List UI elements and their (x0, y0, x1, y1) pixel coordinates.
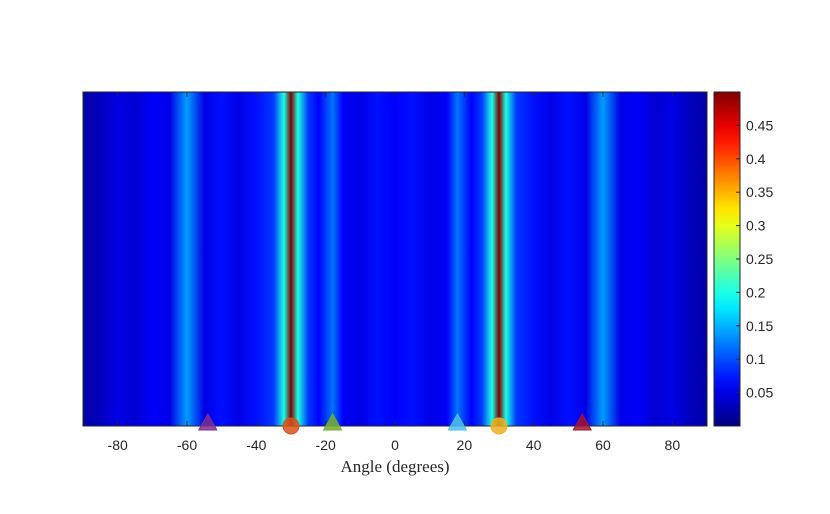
colorbar-tick-label: 0.25 (746, 251, 773, 267)
heatmap-image (83, 92, 707, 426)
colorbar-tick-label: 0.3 (746, 218, 766, 234)
marker-layer (197, 412, 593, 435)
colorbar-tick-label: 0.35 (746, 184, 773, 200)
source-triangle-marker (447, 412, 468, 431)
x-tick-label: -40 (246, 437, 266, 453)
source-circle-marker (490, 417, 508, 435)
x-tick-label: 80 (665, 437, 681, 453)
x-tick-label: -80 (108, 437, 128, 453)
colorbar-tick-label: 0.2 (746, 284, 766, 300)
x-tick-label: -20 (316, 437, 336, 453)
x-tick-label: 20 (457, 437, 473, 453)
source-triangle-marker (572, 412, 593, 431)
x-tick-label: -60 (177, 437, 197, 453)
source-triangle-marker (197, 412, 218, 431)
colorbar-tick-label: 0.05 (746, 385, 773, 401)
x-tick-label: 40 (526, 437, 542, 453)
colorbar-ticks: 0.05 0.1 0.15 0.2 0.25 0.3 0.35 0.4 0.45 (736, 117, 773, 401)
x-axis-ticks: -80 -60 -40 -20 0 20 40 60 80 (108, 92, 681, 453)
colorbar-tick-label: 0.15 (746, 318, 773, 334)
source-circle-marker (282, 417, 300, 435)
source-triangle-marker (322, 412, 343, 431)
colorbar-tick-label: 0.4 (746, 151, 766, 167)
x-axis-label: Angle (degrees) (340, 457, 449, 476)
colorbar-tick-label: 0.45 (746, 117, 773, 133)
x-tick-label: 0 (391, 437, 399, 453)
colorbar-tick-label: 0.1 (746, 351, 766, 367)
x-tick-label: 60 (595, 437, 611, 453)
